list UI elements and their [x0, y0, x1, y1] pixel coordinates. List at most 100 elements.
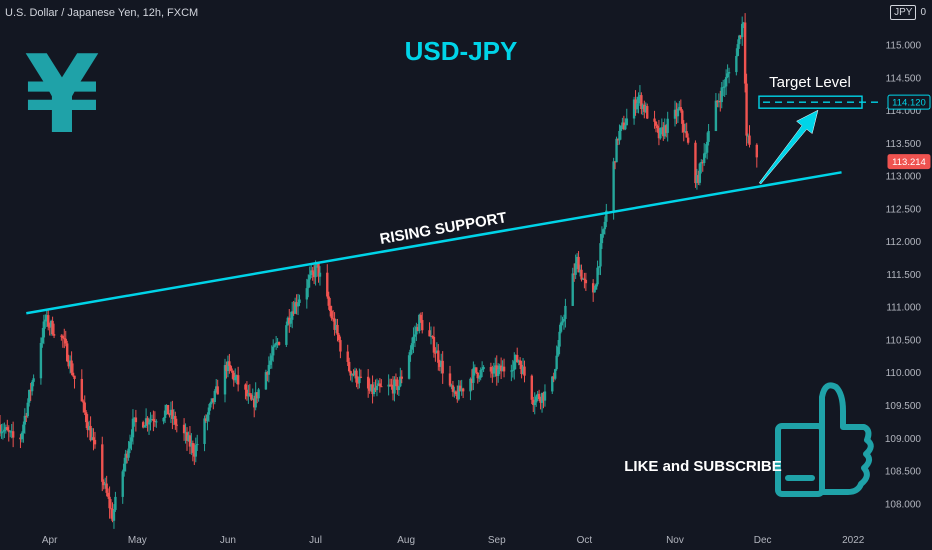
- candle: [393, 376, 396, 402]
- candle: [184, 423, 187, 444]
- candle: [209, 401, 212, 411]
- candle: [229, 365, 233, 372]
- candle-body: [618, 130, 621, 141]
- candle-body: [172, 415, 176, 420]
- candle: [682, 120, 685, 142]
- rising-support-line[interactable]: [26, 171, 842, 315]
- candle: [257, 387, 260, 402]
- price-tag: 114.120: [887, 94, 931, 110]
- candle-body: [7, 430, 10, 432]
- candle-body: [473, 367, 477, 369]
- candle-body: [372, 387, 376, 395]
- candle: [296, 293, 300, 316]
- time-axis[interactable]: Apr May Jun Jul Aug Sep Oct Nov Dec 2022: [42, 535, 865, 546]
- candle: [599, 233, 602, 276]
- candle: [168, 413, 171, 418]
- candle: [207, 403, 211, 422]
- candle-body: [295, 302, 298, 307]
- candle: [653, 110, 656, 129]
- price-tag: 113.214: [887, 154, 931, 170]
- candle: [274, 335, 278, 350]
- candle-body: [396, 379, 399, 391]
- candle-body: [203, 418, 206, 444]
- candle-body: [594, 284, 598, 290]
- candle-body: [552, 376, 555, 379]
- candle-body: [209, 402, 212, 408]
- candle: [11, 421, 15, 448]
- candle-body: [333, 318, 336, 330]
- candle: [102, 479, 105, 490]
- candle-body: [9, 431, 12, 433]
- currency-badge[interactable]: JPY 0: [890, 5, 926, 20]
- candle: [353, 367, 357, 379]
- candle-body: [331, 318, 335, 320]
- symbol-title[interactable]: U.S. Dollar / Japanese Yen, 12h, FXCM: [5, 7, 199, 19]
- candle-body: [514, 354, 517, 362]
- candle: [334, 318, 338, 334]
- candle-body: [184, 432, 187, 434]
- target-level-marker[interactable]: Target Level: [758, 74, 882, 109]
- candle-body: [213, 390, 216, 403]
- candle: [676, 103, 680, 123]
- candle-body: [26, 402, 29, 417]
- candle: [112, 504, 116, 529]
- candle-body: [250, 394, 253, 400]
- candle: [264, 369, 268, 390]
- candle-body: [727, 72, 731, 74]
- candle-body: [479, 370, 482, 378]
- candle: [641, 103, 645, 116]
- time-axis-label: 2022: [842, 535, 865, 546]
- candle: [63, 328, 66, 349]
- candle: [743, 13, 747, 93]
- candle: [311, 267, 314, 281]
- candle: [193, 443, 196, 465]
- candle: [60, 334, 63, 341]
- candle: [231, 368, 234, 379]
- candle-body: [190, 443, 193, 447]
- candle-body: [599, 243, 602, 267]
- candle: [105, 475, 108, 497]
- price-axis-label: 108.500: [885, 467, 922, 478]
- candle-body: [191, 443, 195, 453]
- candle: [143, 425, 146, 428]
- pair-title: USD-JPY: [405, 36, 518, 66]
- candle: [457, 380, 460, 401]
- candle: [502, 358, 506, 378]
- candle: [624, 118, 627, 131]
- candle-body: [656, 125, 659, 129]
- candle: [603, 216, 607, 235]
- price-axis-label: 112.000: [886, 237, 922, 248]
- candle: [637, 92, 640, 114]
- candle: [501, 360, 504, 372]
- candle: [558, 324, 561, 355]
- candle-body: [330, 311, 333, 319]
- candle-body: [555, 355, 558, 370]
- candle: [73, 375, 76, 389]
- currency-code: JPY: [890, 5, 917, 20]
- candle-body: [521, 366, 525, 375]
- candle: [473, 364, 477, 376]
- candle: [41, 327, 44, 348]
- candle: [643, 100, 646, 119]
- candle: [327, 291, 330, 310]
- candle-body: [517, 360, 520, 363]
- candle-body: [207, 407, 211, 415]
- candle: [89, 416, 92, 442]
- candle: [600, 226, 604, 249]
- candle-body: [371, 384, 374, 395]
- price-axis[interactable]: 108.000 108.500 109.000 109.500 110.000 110.5…: [885, 40, 922, 510]
- candle-body: [85, 412, 88, 423]
- candle: [476, 372, 479, 384]
- candle-body: [435, 350, 439, 353]
- candle: [244, 383, 247, 400]
- candle-body: [377, 383, 380, 386]
- candle: [397, 385, 401, 396]
- candle: [584, 272, 588, 291]
- candle-body: [613, 161, 617, 163]
- candle: [701, 159, 704, 172]
- candle-body: [326, 272, 329, 297]
- candle: [4, 424, 8, 434]
- candle: [461, 387, 465, 399]
- candle: [580, 264, 583, 282]
